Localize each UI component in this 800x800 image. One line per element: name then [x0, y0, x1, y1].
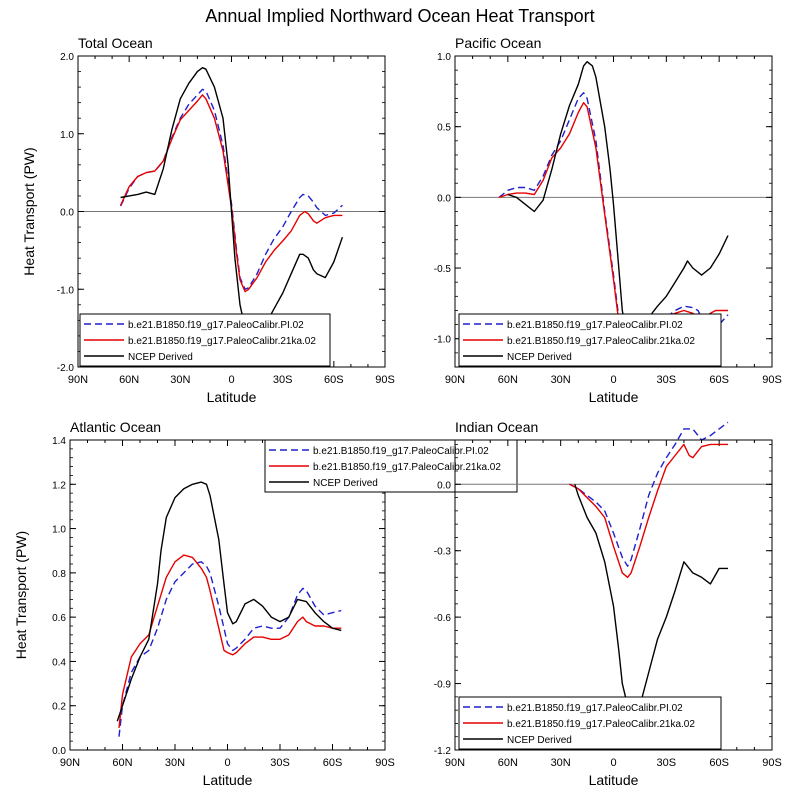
panel-title: Indian Ocean: [455, 419, 538, 435]
y-tick-label: -0.9: [434, 680, 452, 691]
legend: b.e21.B1850.f19_g17.PaleoCalibr.PI.02 b.e…: [79, 313, 331, 367]
x-tick-label: 0: [224, 757, 230, 769]
y-axis-label: Heat Transport (PW): [21, 147, 37, 275]
y-tick-label: 0.2: [52, 702, 66, 713]
y-tick-label: 2.0: [60, 52, 74, 63]
legend-label-2: b.e21.B1850.f19_g17.PaleoCalibr.21ka.02: [313, 462, 501, 473]
x-tick-label: 90N: [445, 374, 465, 386]
legend-label-1: b.e21.B1850.f19_g17.PaleoCalibr.PI.02: [313, 446, 489, 457]
x-tick-label: 90S: [762, 757, 782, 769]
series-line-3: [116, 481, 342, 722]
y-tick-label: 1.0: [52, 525, 66, 536]
panel-title: Pacific Ocean: [455, 35, 541, 51]
y-tick-label: 0.0: [437, 480, 451, 491]
plot-frame: [69, 439, 386, 751]
y-tick-label: 0.6: [52, 613, 66, 624]
x-tick-label: 90S: [762, 374, 782, 386]
legend: b.e21.B1850.f19_g17.PaleoCalibr.PI.02 b.e…: [264, 439, 518, 493]
y-tick-label: -1.2: [434, 746, 452, 757]
y-tick-label: 0.8: [52, 569, 66, 580]
legend: b.e21.B1850.f19_g17.PaleoCalibr.PI.02 b.e…: [458, 313, 722, 367]
panel-title: Atlantic Ocean: [70, 419, 161, 435]
x-tick-label: 0: [610, 374, 616, 386]
legend-label-1: b.e21.B1850.f19_g17.PaleoCalibr.PI.02: [128, 320, 304, 331]
series-line-1: [118, 561, 342, 737]
y-tick-label: -0.3: [434, 547, 452, 558]
x-tick-label: 60S: [709, 757, 729, 769]
chart-panel-1: Total Ocean 90N 60N 30N 0 30S 60S 90S -2.0 -1.0 0.…: [21, 35, 395, 405]
figure-title: Annual Implied Northward Ocean Heat Tran…: [205, 6, 594, 26]
x-tick-label: 30N: [551, 757, 571, 769]
plot-frame: [454, 55, 773, 368]
y-axis-label: Heat Transport (PW): [13, 531, 29, 659]
series-line-2: [569, 443, 728, 578]
plot-frame: [454, 439, 773, 751]
x-tick-label: 60S: [323, 757, 343, 769]
y-tick-label: 0.0: [52, 746, 66, 757]
legend-label-1: b.e21.B1850.f19_g17.PaleoCalibr.PI.02: [507, 320, 683, 331]
x-tick-label: 90N: [68, 374, 88, 386]
panels: Total Ocean 90N 60N 30N 0 30S 60S 90S -2.0 -1.0 0.…: [13, 35, 782, 788]
y-tick-label: -0.5: [434, 264, 452, 275]
x-tick-label: 30N: [170, 374, 190, 386]
x-tick-label: 30S: [270, 757, 290, 769]
x-tick-label: 30S: [657, 374, 677, 386]
y-tick-label: 0.4: [52, 657, 66, 668]
y-tick-label: 0.5: [437, 123, 451, 134]
x-axis-label: Latitude: [203, 772, 253, 788]
x-tick-label: 60N: [498, 374, 518, 386]
legend-label-2: b.e21.B1850.f19_g17.PaleoCalibr.21ka.02: [507, 336, 695, 347]
legend-label-3: NCEP Derived: [507, 735, 572, 746]
legend: b.e21.B1850.f19_g17.PaleoCalibr.PI.02 b.e…: [458, 696, 722, 750]
chart-panel-4: Indian Ocean 90N 60N 30N 0 30S 60S 90S -1.2 -0.9 -…: [434, 419, 782, 788]
x-tick-label: 60S: [709, 374, 729, 386]
x-tick-label: 30S: [273, 374, 293, 386]
chart-panel-3: Atlantic Ocean 90N 60N 30N 0 30S 60S 90S 0.0 0.2 0…: [13, 419, 518, 788]
y-tick-label: -1.0: [57, 285, 75, 296]
chart-panel-2: Pacific Ocean 90N 60N 30N 0 30S 60S 90S -1.0 -0.5…: [434, 35, 782, 405]
legend-label-2: b.e21.B1850.f19_g17.PaleoCalibr.21ka.02: [128, 336, 316, 347]
legend-label-3: NCEP Derived: [313, 478, 378, 489]
series-line-3: [507, 61, 729, 347]
x-tick-label: 60N: [119, 374, 139, 386]
series-line-1: [569, 421, 729, 567]
panel-title: Total Ocean: [78, 35, 153, 51]
y-tick-label: 0.0: [60, 208, 74, 219]
x-tick-label: 60N: [498, 757, 518, 769]
x-axis-label: Latitude: [589, 389, 639, 405]
series-line-3: [120, 67, 344, 341]
series-line-2: [119, 94, 343, 293]
x-tick-label: 0: [228, 374, 234, 386]
y-tick-label: -0.6: [434, 613, 452, 624]
x-tick-label: 30N: [551, 374, 571, 386]
x-tick-label: 60S: [324, 374, 344, 386]
y-tick-label: -1.0: [434, 335, 452, 346]
legend-label-2: b.e21.B1850.f19_g17.PaleoCalibr.21ka.02: [507, 719, 695, 730]
y-tick-label: 0.0: [437, 193, 451, 204]
legend-label-1: b.e21.B1850.f19_g17.PaleoCalibr.PI.02: [507, 703, 683, 714]
x-tick-label: 90S: [375, 757, 395, 769]
y-tick-label: 1.4: [52, 436, 66, 447]
legend-label-3: NCEP Derived: [507, 352, 572, 363]
x-tick-label: 60N: [112, 757, 132, 769]
x-tick-label: 30N: [165, 757, 185, 769]
legend-label-3: NCEP Derived: [128, 352, 193, 363]
x-axis-label: Latitude: [207, 389, 257, 405]
x-tick-label: 90N: [445, 757, 465, 769]
x-tick-label: 90S: [375, 374, 395, 386]
y-tick-label: 1.0: [60, 130, 74, 141]
x-tick-label: 90N: [60, 757, 80, 769]
x-tick-label: 0: [610, 757, 616, 769]
y-tick-label: 1.0: [437, 52, 451, 63]
plot-frame: [77, 55, 386, 368]
x-tick-label: 30S: [657, 757, 677, 769]
y-tick-label: 1.2: [52, 480, 66, 491]
series-line-2: [118, 554, 342, 728]
y-tick-label: -2.0: [57, 363, 75, 374]
x-axis-label: Latitude: [589, 772, 639, 788]
